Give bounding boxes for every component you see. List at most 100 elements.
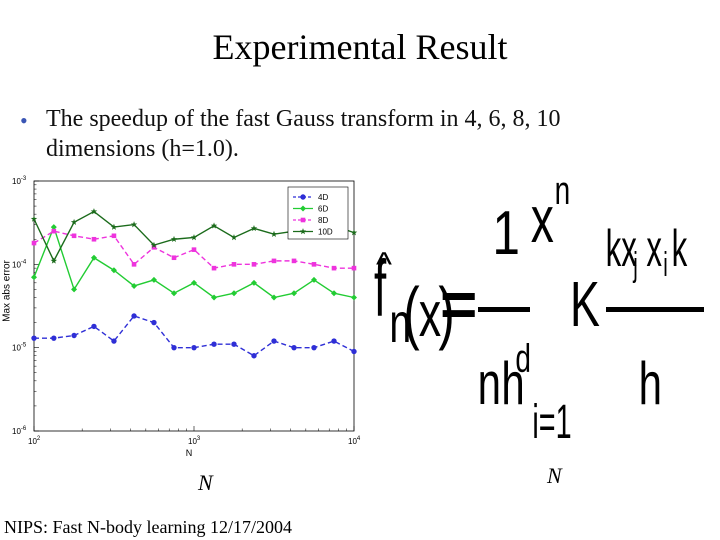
x-axis-label-small: N bbox=[186, 448, 193, 458]
series-6d-point bbox=[191, 279, 197, 286]
series-4d-point bbox=[131, 313, 137, 319]
formula-denom-h: h bbox=[501, 350, 524, 417]
formula-hat: ^ bbox=[376, 246, 392, 284]
series-4d-point bbox=[311, 344, 317, 351]
legend-4d-label: 4D bbox=[318, 193, 328, 202]
n-label-right: N bbox=[547, 463, 562, 488]
series-10d-point bbox=[350, 229, 358, 236]
kde-formula: f ^ n ( x ) = 1 n h d n x i=1 K kx j x i… bbox=[374, 176, 704, 449]
series-8d-point bbox=[311, 262, 317, 267]
legend-8d-marker bbox=[300, 217, 306, 223]
legend-10d-label: 10D bbox=[318, 228, 333, 237]
series-10d-point bbox=[130, 221, 138, 228]
slide-title: Experimental Result bbox=[212, 27, 508, 67]
series-8d-point bbox=[271, 258, 277, 264]
series-8d-point bbox=[151, 245, 157, 250]
formula-num-k: k bbox=[672, 220, 688, 278]
bullet-line-2: dimensions (h=1.0). bbox=[46, 136, 239, 162]
series-6d-point bbox=[90, 254, 97, 261]
series-6d-point bbox=[71, 286, 78, 293]
series-6d-point bbox=[150, 276, 157, 283]
formula-num-i: i bbox=[663, 246, 668, 284]
series-8d-line bbox=[33, 230, 354, 269]
error-chart: 102 103 104 10-3 10-4 10-5 10-6 4D 6D 8D 10D N bbox=[12, 176, 361, 458]
bullet-icon: • bbox=[20, 108, 28, 133]
footer-text: NIPS: Fast N-body learning 12/17/2004 bbox=[4, 517, 292, 537]
formula-sum-i: i=1 bbox=[532, 396, 571, 449]
series-4d-point bbox=[291, 344, 297, 351]
formula-denom-d: d bbox=[515, 337, 531, 381]
formula-equals: = bbox=[440, 268, 477, 340]
series-4d-point bbox=[111, 338, 117, 344]
series-10d-point bbox=[170, 235, 178, 242]
formula-sub-n: n bbox=[389, 292, 411, 355]
series-4d-point bbox=[231, 341, 237, 347]
formula-paren-close: ) bbox=[438, 272, 454, 351]
series-8d-point bbox=[171, 255, 177, 261]
bullet-text: The speedup of the fast Gauss transform … bbox=[46, 104, 700, 164]
series-8d-point bbox=[71, 233, 77, 239]
series-8d-point bbox=[211, 265, 217, 271]
legend-6d-marker bbox=[300, 205, 306, 212]
series-4d-point bbox=[331, 338, 337, 344]
legend-6d-label: 6D bbox=[318, 205, 328, 214]
series-8d-point bbox=[131, 262, 137, 267]
series-10d-point bbox=[210, 222, 218, 229]
series-8d-point bbox=[111, 233, 117, 239]
bullet-line-1: The speedup of the fast Gauss transform … bbox=[46, 106, 561, 132]
series-4d-point bbox=[351, 348, 357, 355]
series-6d-point bbox=[331, 290, 338, 297]
y-tick-label: 10-6 bbox=[12, 426, 27, 436]
series-8d-point bbox=[291, 258, 297, 264]
bullet-item: • The speedup of the fast Gauss transfor… bbox=[20, 104, 700, 164]
formula-num-xi: x bbox=[646, 220, 662, 278]
series-10d-point bbox=[70, 218, 78, 225]
series-4d-point bbox=[251, 353, 257, 359]
formula-h: h bbox=[639, 350, 662, 417]
x-tick-label: 103 bbox=[188, 436, 201, 446]
series-10d-point bbox=[230, 234, 238, 241]
series-10d-point bbox=[30, 215, 38, 222]
formula-denom-n: n bbox=[478, 350, 501, 417]
x-tick-label: 102 bbox=[28, 436, 41, 446]
formula-paren-open: ( bbox=[403, 272, 419, 351]
y-tick-label: 10-4 bbox=[12, 259, 27, 269]
series-4d-point bbox=[151, 319, 157, 326]
series-4d-point bbox=[271, 338, 277, 344]
series-4d-point bbox=[71, 332, 77, 339]
formula-sum-x: x bbox=[531, 183, 554, 257]
formula-sum-n: n bbox=[555, 176, 571, 213]
series-8d-point bbox=[191, 247, 197, 252]
chart-legend: 4D 6D 8D 10D bbox=[287, 186, 349, 240]
series-10d-point bbox=[110, 223, 118, 230]
y-tick-label: 10-3 bbox=[12, 176, 27, 186]
formula-num-j: j bbox=[632, 246, 637, 284]
formula-kernel: K bbox=[570, 268, 600, 340]
n-label-left: N bbox=[198, 470, 213, 495]
series-8d-point bbox=[231, 262, 237, 267]
series-8d-point bbox=[91, 236, 97, 242]
series-8d-point bbox=[251, 262, 257, 267]
series-4d-point bbox=[31, 335, 37, 341]
x-tick-label: 104 bbox=[348, 436, 361, 446]
formula-fhat: f bbox=[374, 244, 387, 333]
series-10d-point bbox=[50, 257, 58, 264]
series-8d-point bbox=[351, 265, 357, 271]
series-4d-point bbox=[211, 341, 217, 347]
legend-box bbox=[287, 186, 349, 240]
formula-x: x bbox=[419, 278, 442, 350]
series-10d-point bbox=[270, 230, 278, 237]
series-6d-point bbox=[110, 267, 117, 274]
series-8d-point bbox=[51, 228, 57, 234]
series-6d-point bbox=[310, 276, 317, 283]
series-6d-point bbox=[270, 294, 277, 301]
series-6d-point bbox=[351, 294, 357, 301]
formula-num-kx: kx bbox=[606, 220, 637, 278]
series-4d-point bbox=[171, 344, 177, 351]
legend-10d-marker bbox=[299, 228, 307, 235]
legend-8d-label: 8D bbox=[318, 216, 328, 225]
series-10d-point bbox=[150, 241, 158, 248]
legend-4d-marker bbox=[300, 194, 306, 200]
series-10d-point bbox=[90, 208, 98, 215]
formula-fraction-bar-left bbox=[478, 307, 530, 312]
